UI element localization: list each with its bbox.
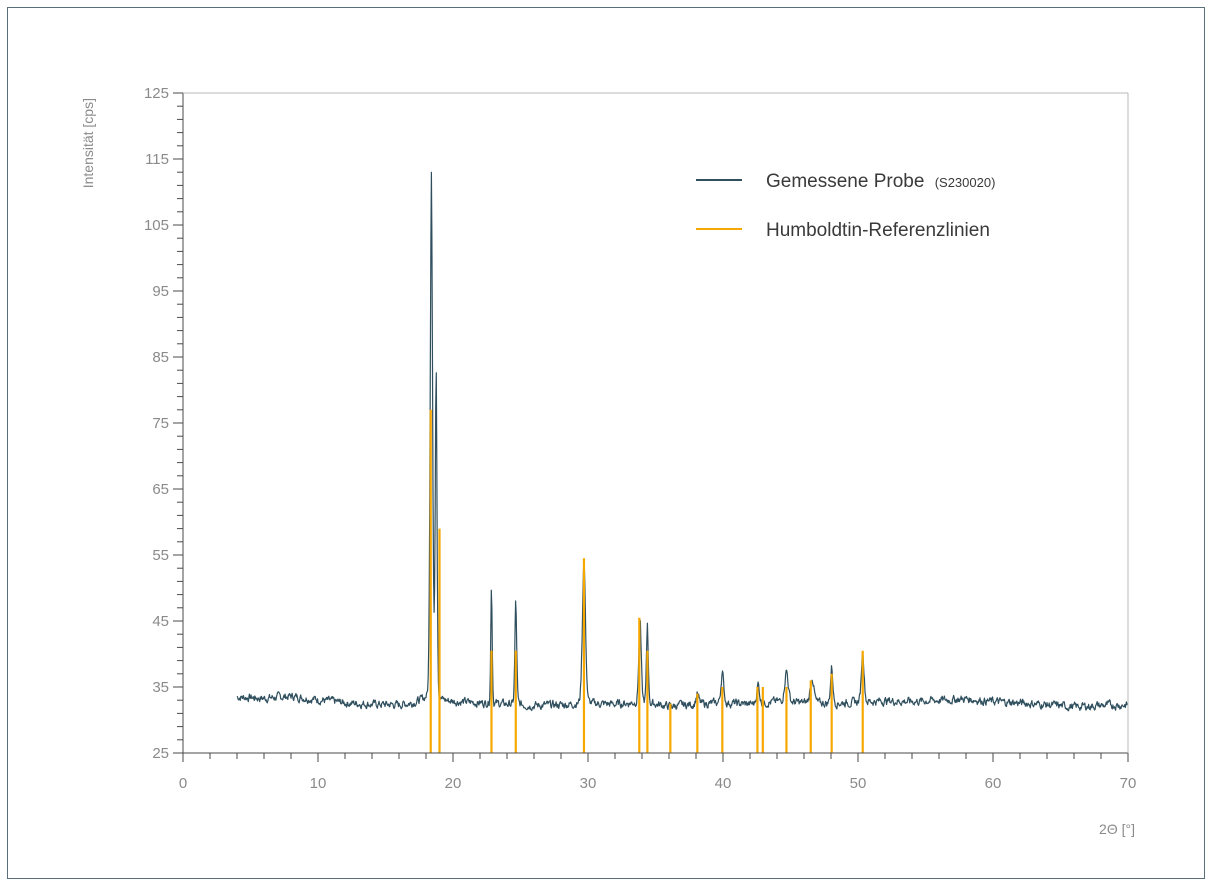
y-tick-label: 125: [144, 85, 169, 102]
x-tick-label: 60: [985, 775, 1002, 792]
reference-lines-layer: [429, 409, 864, 753]
sample-series-line: [236, 171, 1129, 712]
legend-label-sample-sub: (S230020): [935, 175, 996, 190]
y-tick-label: 45: [152, 613, 169, 630]
y-tick-label: 55: [152, 547, 169, 564]
y-tick-label: 85: [152, 349, 169, 366]
x-tick-label: 70: [1120, 775, 1137, 792]
x-tick-label: 20: [445, 775, 462, 792]
y-tick-label: 105: [144, 217, 169, 234]
legend-label-sample: Gemessene Probe (S230020): [766, 171, 995, 192]
x-tick-label: 10: [310, 775, 327, 792]
y-tick-label: 75: [152, 415, 169, 432]
y-axis-title: Intensität [cps]: [80, 98, 96, 188]
x-tick-label: 40: [715, 775, 732, 792]
y-tick-label: 35: [152, 679, 169, 696]
legend-label-sample-main: Gemessene Probe: [766, 171, 924, 192]
xrd-chart: 0 10 20 30 40 50 60 70 25 35 45 55 65 75 85 95 105 115 12…: [80, 85, 1137, 837]
legend-label-reference: Humboldtin-Referenzlinien: [766, 220, 990, 241]
axes-layer: [182, 92, 1129, 754]
x-tick-label: 30: [580, 775, 597, 792]
y-tick-label: 25: [152, 745, 169, 762]
x-tick-layer: 0 10 20 30 40 50 60 70: [179, 753, 1137, 792]
y-tick-layer: 25 35 45 55 65 75 85 95 105 115 125: [144, 85, 183, 762]
x-tick-label: 0: [179, 775, 187, 792]
x-axis-title: 2Θ [°]: [1099, 821, 1135, 837]
y-tick-label: 65: [152, 481, 169, 498]
sample-series-layer: [236, 171, 1129, 712]
legend-label-reference-main: Humboldtin-Referenzlinien: [766, 220, 990, 241]
y-tick-label: 115: [145, 151, 169, 168]
legend: Gemessene Probe (S230020) Humboldtin-Ref…: [696, 171, 995, 241]
chart-frame: 0 10 20 30 40 50 60 70 25 35 45 55 65 75 85 95 105 115 12…: [7, 7, 1205, 879]
y-tick-label: 95: [152, 283, 169, 300]
x-tick-label: 50: [850, 775, 867, 792]
